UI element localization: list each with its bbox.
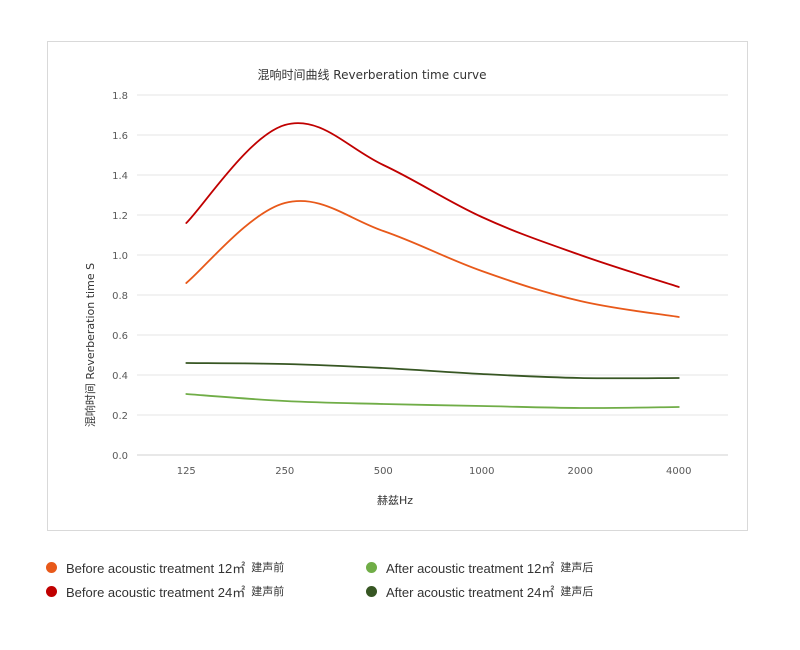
- y-axis-title: 混响时间 Reverberation time S: [84, 263, 97, 427]
- legend-label-cn: 建声前: [251, 561, 285, 574]
- x-tick-label: 4000: [666, 466, 691, 477]
- x-tick-label: 1000: [469, 466, 494, 477]
- legend-swatch: [366, 585, 377, 597]
- legend-label-cn: 建声后: [560, 561, 594, 574]
- y-tick-label: 1.4: [112, 171, 128, 182]
- legend-label: After acoustic treatment 24㎡: [386, 584, 555, 600]
- y-tick-label: 0.4: [112, 371, 128, 382]
- y-tick-label: 0.6: [112, 331, 128, 342]
- chart-frame: [47, 41, 748, 531]
- legend-item-before-12: Before acoustic treatment 12㎡ 建声前: [46, 556, 284, 578]
- x-tick-label: 2000: [568, 466, 593, 477]
- legend-label-cn: 建声前: [251, 585, 285, 598]
- legend: Before acoustic treatment 12㎡ 建声前 Before…: [46, 556, 766, 616]
- series-line-before-24: [185, 122, 680, 288]
- legend-swatch: [46, 585, 57, 597]
- y-tick-label: 0.2: [112, 411, 128, 422]
- legend-item-before-24: Before acoustic treatment 24㎡ 建声前: [46, 580, 284, 602]
- y-tick-label: 1.8: [112, 91, 128, 102]
- y-tick-label: 0.8: [112, 291, 128, 302]
- x-tick-label: 500: [374, 466, 393, 477]
- y-tick-label: 1.6: [112, 131, 128, 142]
- legend-label: Before acoustic treatment 24㎡: [66, 584, 246, 600]
- x-tick-label: 125: [177, 466, 196, 477]
- legend-item-after-12: After acoustic treatment 12㎡ 建声后: [366, 556, 593, 578]
- legend-label: Before acoustic treatment 12㎡: [66, 560, 246, 576]
- legend-swatch: [366, 561, 377, 573]
- series-line-after-12: [185, 393, 680, 409]
- series-line-before-12: [185, 200, 680, 318]
- legend-label-cn: 建声后: [560, 585, 594, 598]
- x-axis-title: 赫兹Hz: [377, 494, 413, 507]
- y-tick-label: 1.0: [112, 251, 128, 262]
- legend-swatch: [46, 561, 57, 573]
- chart-title: 混响时间曲线 Reverberation time curve: [257, 67, 486, 82]
- x-tick-label: 250: [275, 466, 294, 477]
- reverberation-chart: 0.0 0.2 0.4 0.6 0.8 1.0 1.2 1.4 1.6 1.8 125 250 500 1…: [84, 67, 728, 507]
- y-tick-label: 0.0: [112, 451, 128, 462]
- legend-item-after-24: After acoustic treatment 24㎡ 建声后: [366, 580, 593, 602]
- legend-label: After acoustic treatment 12㎡: [386, 560, 555, 576]
- y-tick-label: 1.2: [112, 211, 128, 222]
- series-line-after-24: [185, 362, 680, 380]
